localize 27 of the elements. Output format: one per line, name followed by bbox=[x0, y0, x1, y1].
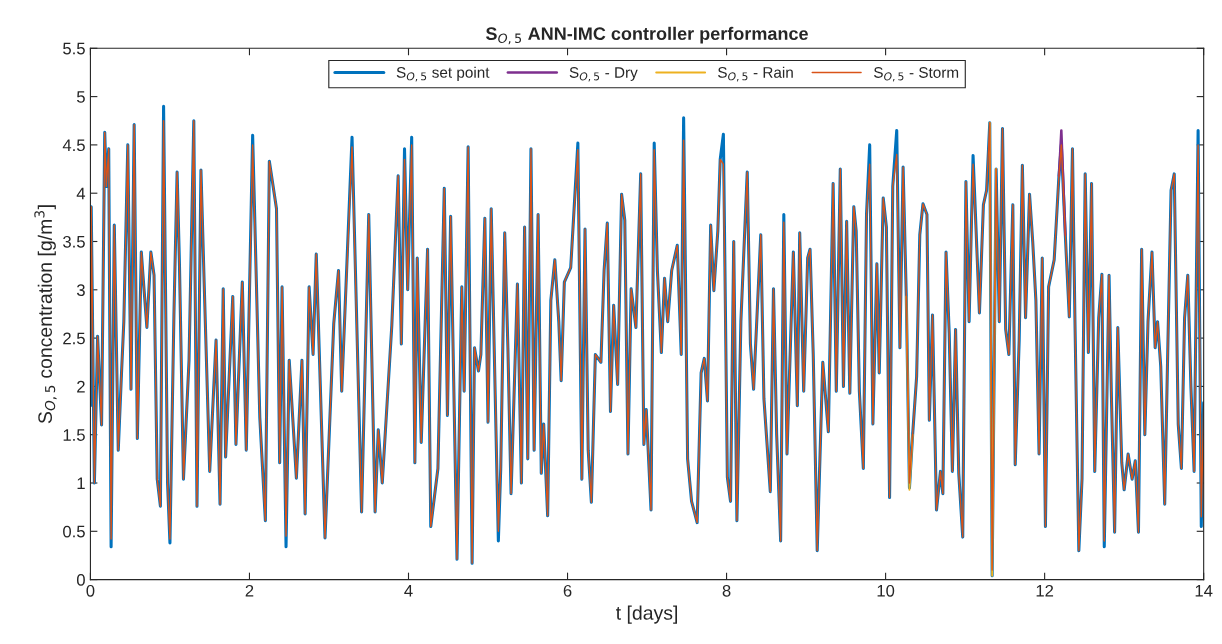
x-axis-title: t [days] bbox=[616, 605, 678, 624]
x-tick-label: 8 bbox=[722, 584, 731, 597]
x-tick-label: 0 bbox=[86, 584, 95, 597]
legend-label: S$_{O,5}$ set point bbox=[396, 66, 490, 82]
x-tick-label: 2 bbox=[245, 584, 254, 597]
chart-title: S$_{O,5}$ ANN-IMC controller performance bbox=[485, 26, 808, 45]
legend-label: S$_{O,5}$ - Dry bbox=[569, 67, 638, 82]
x-tick-label: 6 bbox=[563, 584, 572, 597]
y-tick-label: 0 bbox=[76, 574, 85, 586]
y-axis-title: S$_{O,5}$ concentration [g/m$^{3}$] bbox=[34, 205, 57, 424]
y-tick-label: 3.5 bbox=[63, 235, 85, 248]
y-tick-label: 3 bbox=[76, 284, 85, 296]
y-tick-label: 1.5 bbox=[63, 429, 85, 441]
y-tick-label: 5 bbox=[76, 91, 85, 103]
y-tick-label: 4.5 bbox=[62, 139, 85, 152]
x-tick-label: 12 bbox=[1036, 584, 1054, 597]
y-tick-label: 4 bbox=[76, 187, 86, 200]
y-tick-label: 0.5 bbox=[63, 525, 85, 538]
y-tick-label: 2 bbox=[77, 380, 85, 393]
y-tick-label: 5.5 bbox=[63, 42, 85, 55]
x-tick-label: 14 bbox=[1195, 585, 1213, 597]
legend-label: S$_{O,5}$ - Rain bbox=[718, 66, 793, 82]
x-tick-label: 4 bbox=[404, 585, 413, 597]
x-tick-label: 10 bbox=[877, 584, 895, 597]
y-tick-label: 2.5 bbox=[63, 332, 85, 345]
y-tick-label: 1 bbox=[77, 477, 85, 490]
legend-label: S$_{O,5}$ - Storm bbox=[874, 67, 959, 82]
